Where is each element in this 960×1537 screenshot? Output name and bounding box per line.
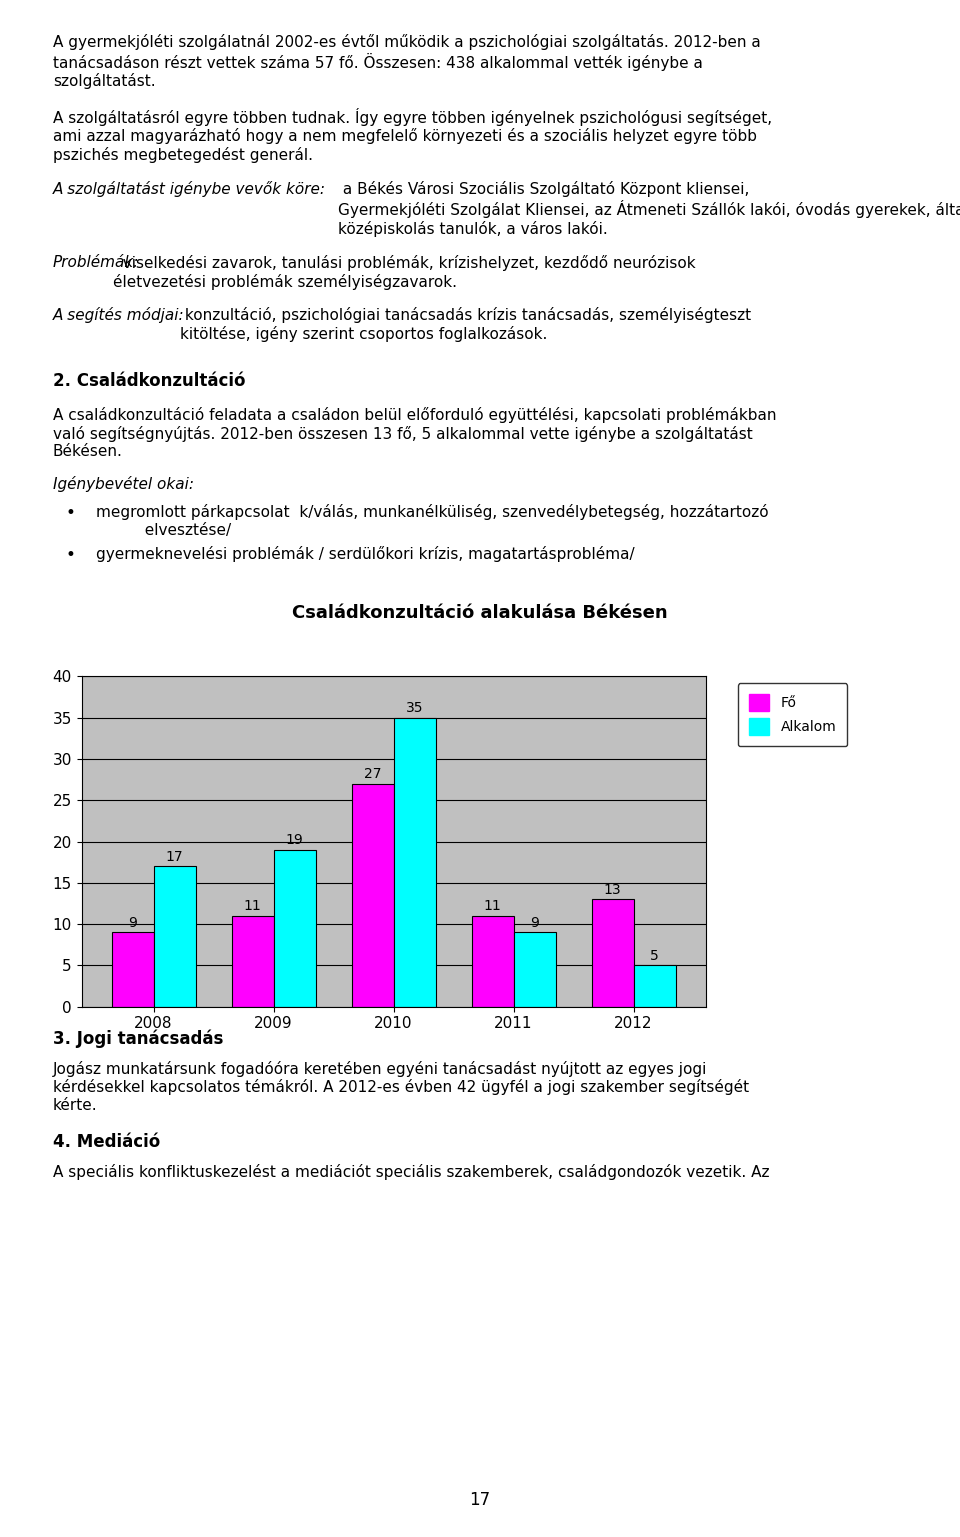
Legend: Fő, Alkalom: Fő, Alkalom <box>737 684 848 747</box>
Text: A speciális konfliktuskezelést a mediációt speciális szakemberek, családgondozók: A speciális konfliktuskezelést a mediáci… <box>53 1164 769 1179</box>
Bar <box>634 965 676 1007</box>
Text: 13: 13 <box>604 882 621 898</box>
Text: 27: 27 <box>364 767 381 781</box>
Text: A szolgáltatást igénybe vevők köre:: A szolgáltatást igénybe vevők köre: <box>53 181 325 197</box>
Bar <box>274 850 316 1007</box>
Text: A családkonzultáció feladata a családon belül előforduló együttélési, kapcsolati: A családkonzultáció feladata a családon … <box>53 407 777 460</box>
Text: •: • <box>65 546 75 564</box>
Bar <box>111 933 154 1007</box>
Bar <box>514 933 556 1007</box>
Text: megromlott párkapcsolat  k/válás, munkanélküliség, szenvedélybetegség, hozzátart: megromlott párkapcsolat k/válás, munkané… <box>96 504 769 538</box>
Text: 17: 17 <box>469 1491 491 1509</box>
Text: •: • <box>65 504 75 523</box>
Text: 11: 11 <box>484 899 501 913</box>
Text: konzultáció, pszichológiai tanácsadás krízis tanácsadás, személyiségteszt
kitölt: konzultáció, pszichológiai tanácsadás kr… <box>180 307 752 343</box>
Bar <box>351 784 394 1007</box>
Bar <box>231 916 274 1007</box>
Text: A gyermekjóléti szolgálatnál 2002-es évtől működik a pszichológiai szolgáltatás.: A gyermekjóléti szolgálatnál 2002-es évt… <box>53 34 760 89</box>
Text: Jogász munkatársunk fogadóóra keretében egyéni tanácsadást nyújtott az egyes jog: Jogász munkatársunk fogadóóra keretében … <box>53 1061 749 1113</box>
Bar <box>154 867 196 1007</box>
Text: Családkonzultáció alakulása Békésen: Családkonzultáció alakulása Békésen <box>292 604 668 622</box>
Text: A segítés módjai:: A segítés módjai: <box>53 307 184 323</box>
Text: 4. Mediáció: 4. Mediáció <box>53 1133 160 1151</box>
Text: Problémák:: Problémák: <box>53 255 139 271</box>
Text: viselkedési zavarok, tanulási problémák, krízishelyzet, kezdődő neurózisok
életv: viselkedési zavarok, tanulási problémák,… <box>113 255 696 290</box>
Text: 3. Jogi tanácsadás: 3. Jogi tanácsadás <box>53 1030 223 1048</box>
Text: a Békés Városi Szociális Szolgáltató Központ kliensei,
Gyermekjóléti Szolgálat K: a Békés Városi Szociális Szolgáltató Köz… <box>338 181 960 237</box>
Text: 35: 35 <box>406 701 423 715</box>
Text: 5: 5 <box>650 948 659 964</box>
Text: 17: 17 <box>166 850 183 864</box>
Bar <box>591 899 634 1007</box>
Text: 19: 19 <box>286 833 303 847</box>
Text: 2. Családkonzultáció: 2. Családkonzultáció <box>53 372 246 390</box>
Text: Igénybevétel okai:: Igénybevétel okai: <box>53 476 194 492</box>
Text: 11: 11 <box>244 899 261 913</box>
Text: A szolgáltatásról egyre többen tudnak. Így egyre többen igényelnek pszichológusi: A szolgáltatásról egyre többen tudnak. Í… <box>53 108 772 163</box>
Text: 9: 9 <box>129 916 137 930</box>
Bar <box>471 916 514 1007</box>
Bar <box>394 718 436 1007</box>
Text: gyermeknevelési problémák / serdülőkori krízis, magatartásprobléma/: gyermeknevelési problémák / serdülőkori … <box>96 546 635 561</box>
Text: 9: 9 <box>530 916 539 930</box>
